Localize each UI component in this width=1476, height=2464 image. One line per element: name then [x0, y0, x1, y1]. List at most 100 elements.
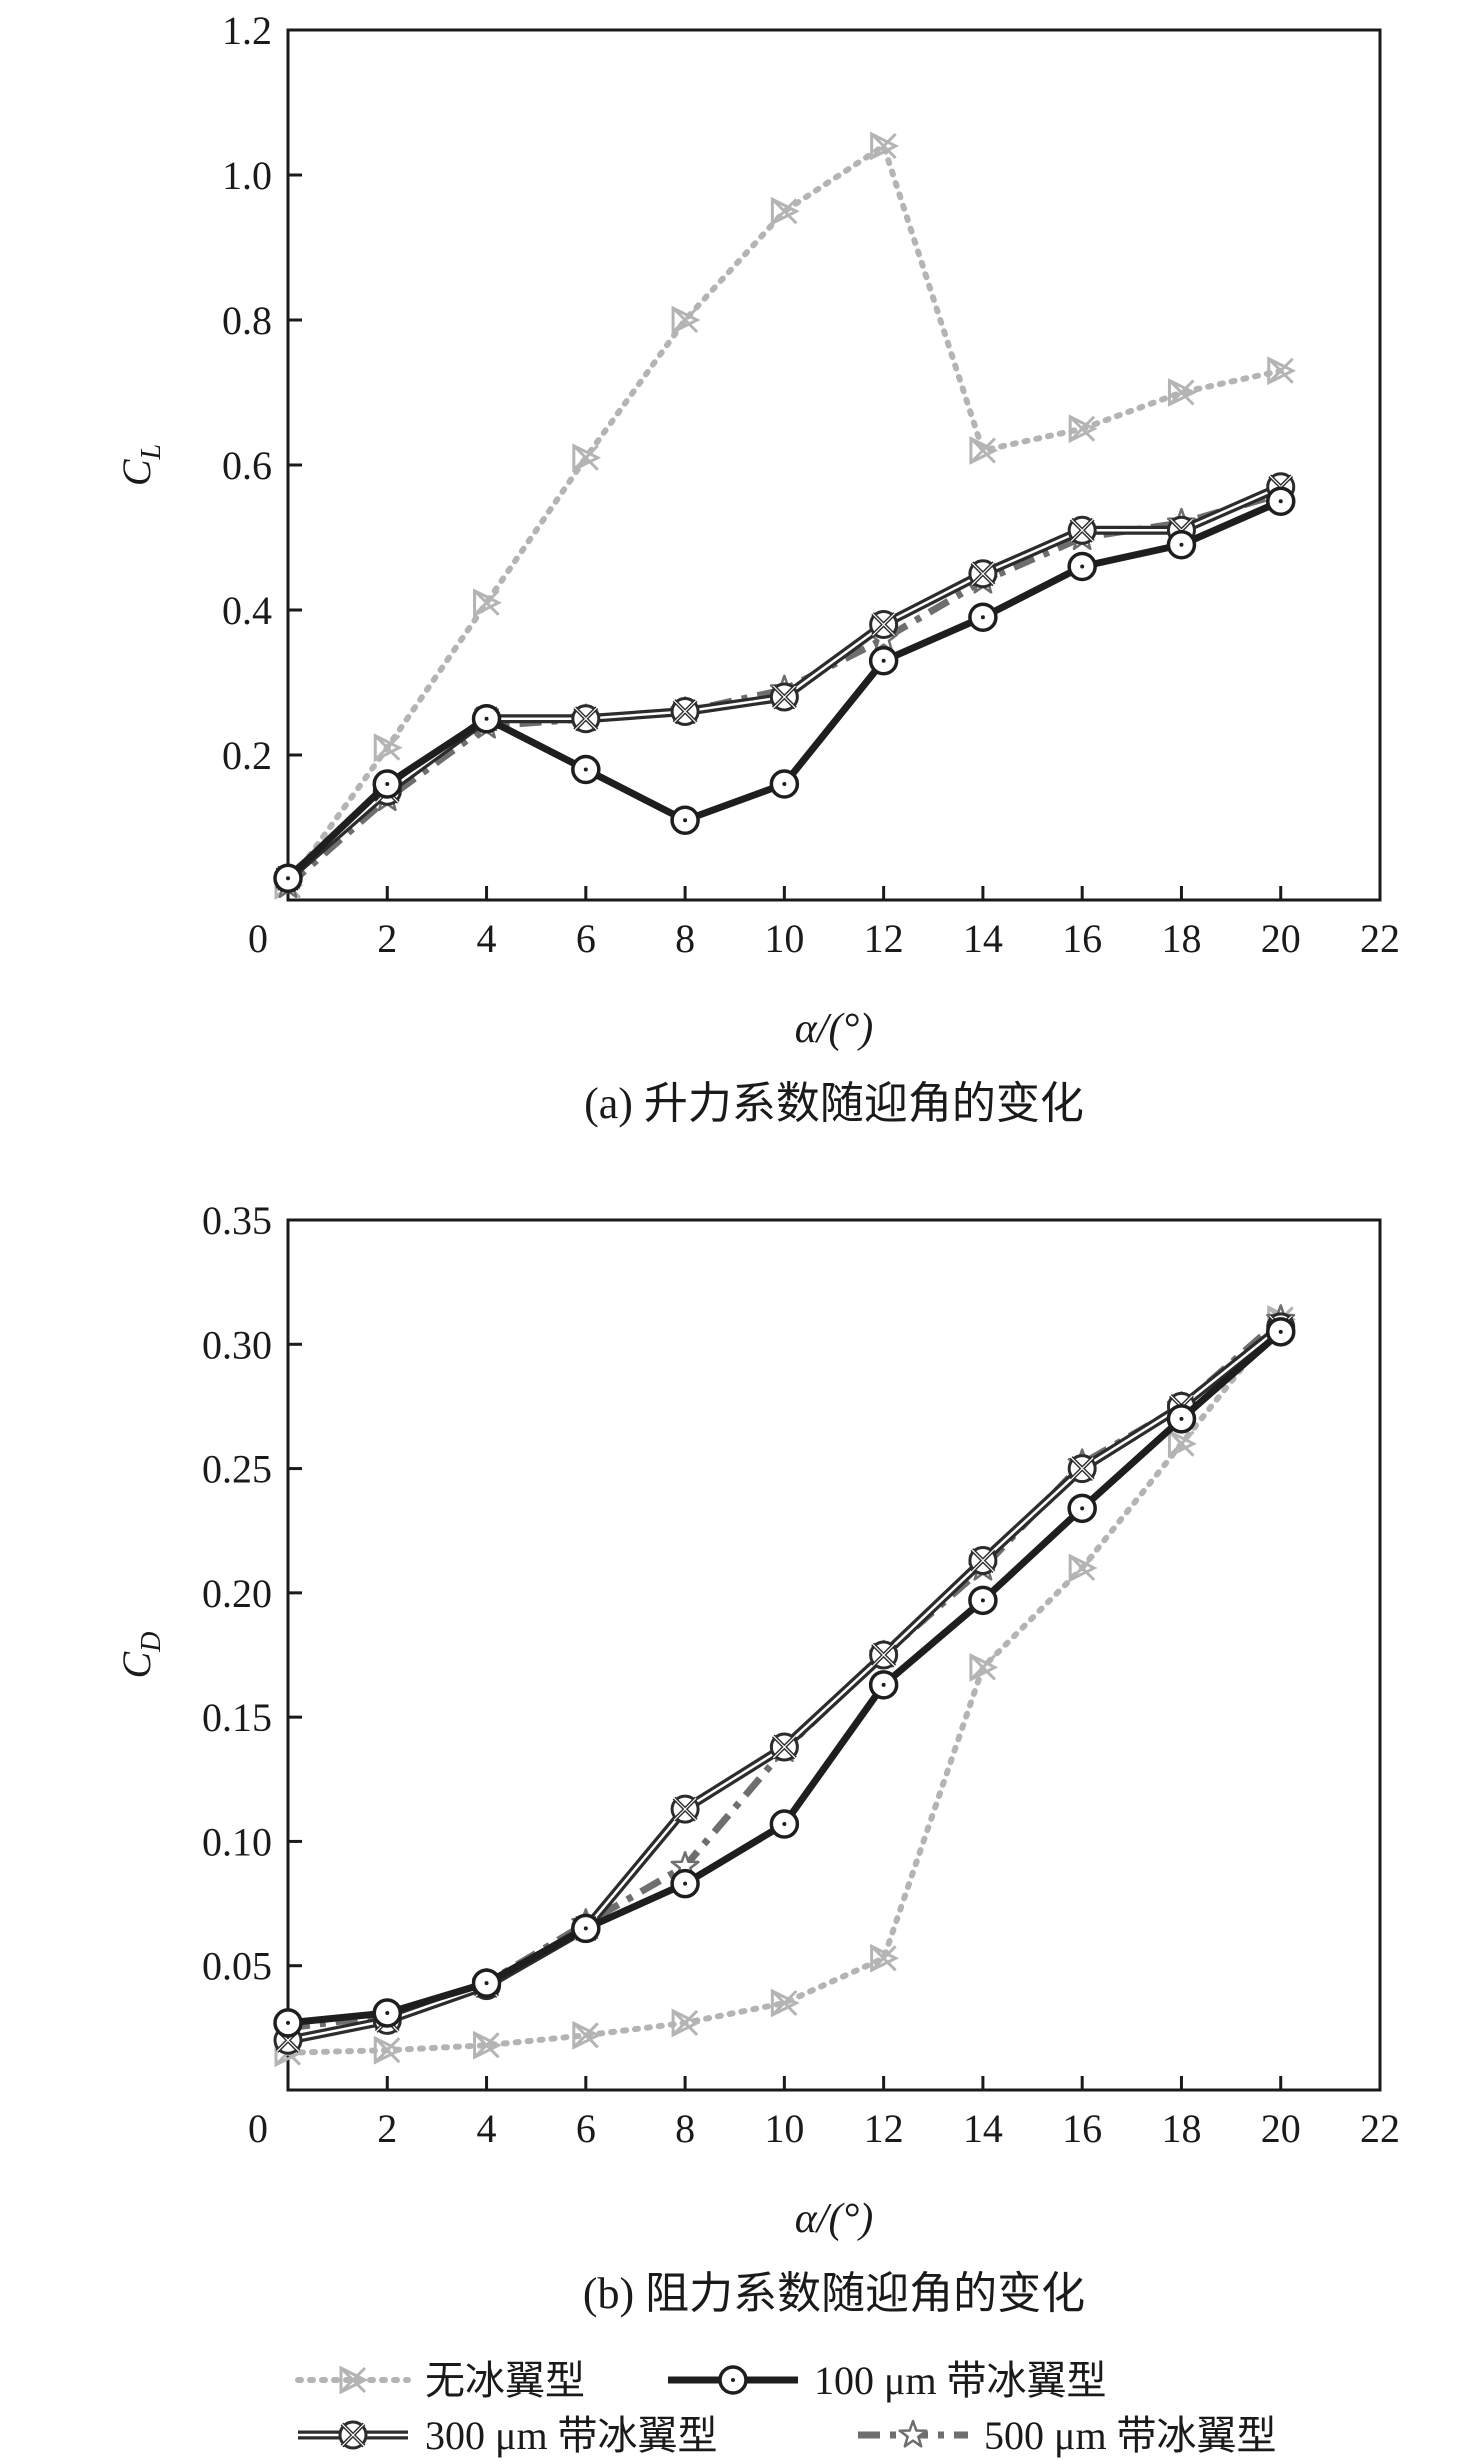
circle-marker-point — [968, 602, 998, 632]
x-triangle-marker-point — [1068, 1554, 1096, 1582]
x-triangle-marker-point — [870, 1944, 898, 1972]
star-marker-icon — [898, 2419, 928, 2448]
x-circle-marker-point — [967, 1545, 998, 1576]
lift-coefficient-chart: 0.2 0.4 0.6 0.8 1.0 1.2 0 2 4 6 8 10 12 14 16 18 20 22 C… — [114, 8, 1400, 1128]
circle-marker-point — [868, 1670, 899, 1700]
x-tick-label: 0 — [248, 2106, 268, 2151]
x-triangle-marker-point — [373, 734, 401, 762]
x-tick-label: 20 — [1261, 916, 1301, 961]
x-tick-label: 0 — [248, 916, 268, 961]
x-tick-label: 16 — [1062, 916, 1102, 961]
y-tick-label: 1.0 — [222, 153, 272, 198]
x-tick-label: 18 — [1161, 2106, 1201, 2151]
y-ticks: 0.2 0.4 0.6 0.8 1.0 1.2 — [222, 8, 302, 778]
y-ticks: 0.05 0.10 0.15 0.20 0.25 0.30 0.35 — [202, 1198, 302, 1989]
circle-marker-point — [1067, 551, 1097, 582]
x-tick-label: 4 — [477, 916, 497, 961]
x-axis-label: α/(°) — [795, 1006, 873, 1052]
circle-marker-point — [571, 754, 601, 785]
legend-item-100um: 100 μm 带冰翼型 — [668, 2358, 1107, 2403]
series-group — [273, 1304, 1296, 2067]
x-triangle-marker-point — [1167, 1430, 1195, 1458]
series-2 — [273, 1317, 1296, 2038]
circle-marker-point — [1166, 1404, 1197, 1434]
series-line — [287, 1316, 1284, 2032]
circle-marker-point — [372, 769, 403, 799]
y-tick-label: 0.8 — [222, 298, 272, 343]
x-tick-label: 12 — [864, 2106, 904, 2151]
series-3 — [273, 471, 1296, 894]
x-triangle-marker-point — [969, 1653, 997, 1681]
x-tick-label: 8 — [675, 916, 695, 961]
chart-caption: (b) 阻力系数随迎角的变化 — [583, 2269, 1085, 2318]
x-tick-label: 22 — [1360, 916, 1400, 961]
x-triangle-marker-point — [770, 197, 798, 225]
x-circle-marker-point — [769, 1731, 800, 1762]
circle-marker-point — [273, 863, 303, 893]
circle-marker-point — [670, 805, 700, 835]
series-line — [287, 1323, 1284, 2045]
x-tick-label: 2 — [377, 2106, 397, 2151]
y-tick-label: 0.20 — [202, 1571, 272, 1616]
x-triangle-marker-point — [473, 589, 501, 617]
y-axis-label: CD — [114, 1632, 167, 1679]
x-triangle-marker-point — [671, 306, 699, 334]
plot-frame — [286, 1218, 1382, 2092]
x-tick-label: 16 — [1062, 2106, 1102, 2151]
x-tick-label: 6 — [576, 916, 596, 961]
x-circle-marker-point — [769, 682, 800, 712]
plot-frame — [286, 28, 1382, 902]
x-circle-marker-point — [670, 696, 701, 727]
circle-marker-point — [670, 1868, 700, 1899]
circle-marker-point — [868, 646, 899, 676]
circle-marker-point — [471, 704, 502, 734]
x-triangle-marker-point — [572, 444, 600, 472]
y-tick-label: 0.30 — [202, 1322, 272, 1367]
x-tick-label: 8 — [675, 2106, 695, 2151]
x-tick-label: 20 — [1261, 2106, 1301, 2151]
x-circle-marker-point — [868, 1640, 899, 1670]
circle-marker-icon — [718, 2365, 748, 2395]
y-tick-label: 0.6 — [222, 443, 272, 488]
x-tick-label: 2 — [377, 916, 397, 961]
y-tick-label: 0.10 — [202, 1819, 272, 1864]
drag-coefficient-chart: 0.05 0.10 0.15 0.20 0.25 0.30 0.35 0 2 4 6 8 10 12 14… — [114, 1198, 1400, 2318]
circle-marker-point — [372, 1998, 403, 2028]
x-circle-marker-point — [967, 558, 998, 589]
x-tick-label: 6 — [576, 2106, 596, 2151]
x-circle-marker-icon — [338, 2420, 368, 2450]
x-tick-label: 14 — [963, 916, 1003, 961]
series-4 — [273, 1304, 1296, 2041]
x-tick-label: 12 — [864, 916, 904, 961]
y-tick-label: 0.15 — [202, 1695, 272, 1740]
series-3 — [273, 1311, 1296, 2056]
x-ticks: 0 2 4 6 8 10 12 14 16 18 20 22 — [248, 2076, 1400, 2151]
circle-marker-point — [1067, 1493, 1097, 1524]
x-tick-label: 14 — [963, 2106, 1003, 2151]
svg-text:500 μm 带冰翼型: 500 μm 带冰翼型 — [984, 2413, 1277, 2458]
legend-item-no-ice: 无冰翼型 — [295, 2358, 585, 2403]
x-tick-label: 18 — [1161, 916, 1201, 961]
x-circle-marker-point — [1067, 1453, 1098, 1484]
x-axis-label: α/(°) — [795, 2196, 873, 2242]
series-1 — [274, 1305, 1295, 2067]
svg-text:300 μm 带冰翼型: 300 μm 带冰翼型 — [425, 2413, 718, 2458]
y-tick-label: 1.2 — [222, 8, 272, 53]
x-tick-label: 10 — [764, 916, 804, 961]
x-tick-label: 10 — [764, 2106, 804, 2151]
x-tick-label: 4 — [477, 2106, 497, 2151]
chart-caption: (a) 升力系数随迎角的变化 — [584, 1079, 1084, 1128]
legend-item-500um: 500 μm 带冰翼型 — [858, 2413, 1277, 2458]
x-triangle-marker-point — [870, 132, 898, 160]
x-tick-label: 22 — [1360, 2106, 1400, 2151]
circle-marker-point — [968, 1585, 998, 1616]
x-circle-marker-point — [670, 1794, 701, 1825]
series-1 — [274, 132, 1295, 899]
circle-marker-point — [769, 769, 800, 799]
y-tick-label: 0.05 — [202, 1944, 272, 1989]
series-line — [285, 1316, 1284, 2056]
legend-item-300um: 300 μm 带冰翼型 — [298, 2413, 718, 2458]
circle-marker-point — [571, 1913, 601, 1944]
circle-marker-point — [1265, 486, 1296, 516]
